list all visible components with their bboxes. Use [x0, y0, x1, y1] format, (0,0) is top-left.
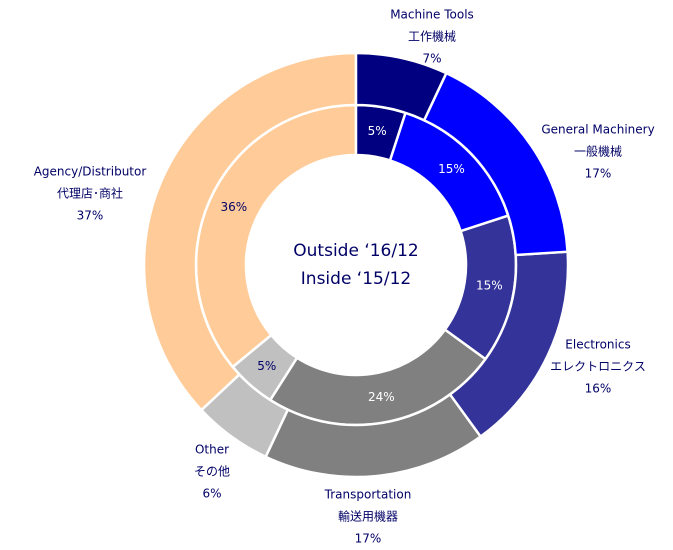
inner-value-label: 15% — [438, 162, 465, 176]
center-outer-label: Outside ‘16/12 — [293, 241, 418, 261]
outer-value-label: 16% — [585, 382, 612, 396]
category-label-ja: その他 — [194, 465, 230, 479]
category-label-ja: 一般機械 — [574, 144, 622, 159]
donut-slice — [448, 250, 570, 439]
donut-slice — [422, 71, 569, 257]
inner-value-label: 5% — [257, 359, 276, 373]
inner-value-label: 5% — [368, 124, 387, 138]
category-label-ja: エレクトロニクス — [550, 360, 646, 374]
donut-slice — [199, 372, 290, 459]
category-label: Transportation — [324, 488, 412, 502]
outer-value-label: 17% — [585, 167, 612, 181]
donut-slice — [264, 392, 483, 479]
center-inner-label: Inside ‘15/12 — [301, 269, 411, 289]
inner-value-label: 24% — [368, 390, 395, 404]
inner-value-label: 15% — [476, 279, 503, 293]
donut-slice — [354, 51, 448, 122]
outer-value-label: 6% — [202, 487, 221, 501]
category-label-ja: 工作機械 — [408, 29, 456, 44]
category-label-ja: 輸送用機器 — [338, 509, 398, 524]
outer-value-label: 7% — [422, 52, 441, 66]
category-label-ja: 代理店･商社 — [57, 186, 123, 201]
donut-slice — [142, 51, 358, 412]
category-label: Agency/Distributor — [34, 165, 147, 179]
outer-value-label: 17% — [355, 532, 382, 546]
outer-value-label: 37% — [77, 209, 104, 223]
category-label: General Machinery — [541, 123, 654, 137]
category-label: Other — [195, 443, 229, 457]
inner-value-label: 36% — [221, 200, 248, 214]
category-label: Machine Tools — [390, 8, 474, 22]
category-label: Electronics — [565, 338, 630, 352]
